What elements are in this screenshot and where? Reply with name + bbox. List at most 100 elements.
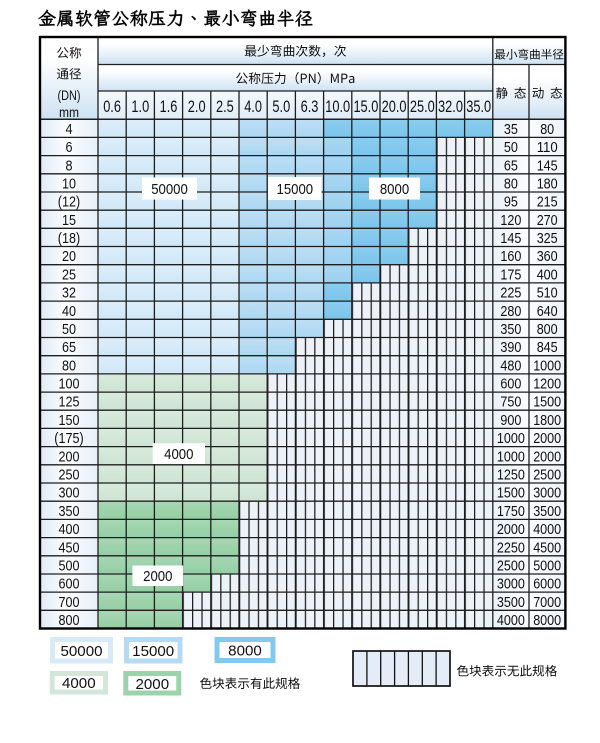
svg-text:4000: 4000 — [62, 676, 96, 692]
svg-text:1.0: 1.0 — [131, 98, 149, 116]
svg-text:120: 120 — [500, 213, 521, 229]
svg-text:2000: 2000 — [497, 522, 525, 538]
svg-text:145: 145 — [500, 231, 521, 247]
svg-text:400: 400 — [537, 267, 558, 283]
svg-text:1500: 1500 — [533, 395, 561, 411]
svg-text:35.0: 35.0 — [466, 98, 491, 116]
svg-text:80: 80 — [62, 358, 76, 374]
svg-text:20: 20 — [62, 249, 76, 265]
svg-text:1750: 1750 — [497, 504, 525, 520]
svg-text:250: 250 — [59, 468, 80, 484]
svg-text:280: 280 — [500, 304, 521, 320]
svg-text:2.0: 2.0 — [188, 98, 206, 116]
svg-text:3500: 3500 — [533, 504, 561, 520]
svg-text:3500: 3500 — [497, 595, 525, 611]
svg-text:1000: 1000 — [497, 431, 525, 447]
svg-text:(175): (175) — [54, 431, 83, 447]
svg-text:4: 4 — [66, 122, 73, 138]
svg-text:450: 450 — [59, 540, 80, 556]
svg-text:4000: 4000 — [497, 613, 525, 629]
svg-text:640: 640 — [537, 304, 558, 320]
svg-text:40: 40 — [62, 304, 76, 320]
svg-text:2000: 2000 — [143, 569, 172, 585]
svg-text:225: 225 — [500, 286, 521, 302]
svg-text:350: 350 — [500, 322, 521, 338]
svg-text:32: 32 — [62, 286, 76, 302]
svg-text:800: 800 — [59, 613, 80, 629]
svg-text:65: 65 — [62, 340, 76, 356]
svg-text:300: 300 — [59, 486, 80, 502]
svg-text:845: 845 — [537, 340, 558, 356]
svg-text:180: 180 — [537, 177, 558, 193]
svg-text:110: 110 — [537, 140, 558, 156]
svg-text:35: 35 — [504, 122, 518, 138]
svg-text:50: 50 — [62, 322, 76, 338]
svg-text:510: 510 — [537, 286, 558, 302]
svg-text:600: 600 — [59, 577, 80, 593]
svg-text:2.5: 2.5 — [216, 98, 234, 116]
svg-text:1250: 1250 — [497, 468, 525, 484]
svg-text:325: 325 — [537, 231, 558, 247]
svg-text:2000: 2000 — [136, 677, 170, 693]
svg-text:2500: 2500 — [533, 468, 561, 484]
svg-text:750: 750 — [500, 395, 521, 411]
svg-text:4000: 4000 — [533, 522, 561, 538]
svg-text:95: 95 — [504, 195, 518, 211]
svg-text:600: 600 — [500, 377, 521, 393]
svg-text:8000: 8000 — [533, 613, 561, 629]
svg-text:145: 145 — [537, 158, 558, 174]
svg-text:125: 125 — [59, 395, 80, 411]
svg-text:32.0: 32.0 — [438, 98, 463, 116]
svg-text:500: 500 — [59, 559, 80, 575]
svg-text:4000: 4000 — [164, 447, 193, 463]
svg-text:50: 50 — [504, 140, 518, 156]
svg-text:0.6: 0.6 — [103, 98, 121, 116]
svg-text:15.0: 15.0 — [353, 98, 378, 116]
svg-text:8000: 8000 — [228, 644, 262, 660]
svg-text:3000: 3000 — [533, 486, 561, 502]
svg-text:2500: 2500 — [497, 559, 525, 575]
svg-text:150: 150 — [59, 413, 80, 429]
svg-text:5.0: 5.0 — [272, 98, 290, 116]
svg-text:350: 350 — [59, 504, 80, 520]
svg-text:215: 215 — [537, 195, 558, 211]
svg-text:390: 390 — [500, 340, 521, 356]
svg-text:4500: 4500 — [533, 540, 561, 556]
svg-text:1800: 1800 — [533, 413, 561, 429]
svg-text:2250: 2250 — [497, 540, 525, 556]
svg-text:8: 8 — [66, 158, 73, 174]
svg-text:6.3: 6.3 — [301, 98, 319, 116]
svg-text:50000: 50000 — [151, 182, 188, 198]
svg-text:6000: 6000 — [533, 577, 561, 593]
svg-text:15: 15 — [62, 213, 76, 229]
svg-text:25.0: 25.0 — [410, 98, 435, 116]
svg-text:15000: 15000 — [277, 182, 314, 198]
svg-text:mm: mm — [59, 105, 79, 120]
svg-text:270: 270 — [537, 213, 558, 229]
svg-text:50000: 50000 — [61, 644, 103, 660]
svg-text:1500: 1500 — [497, 486, 525, 502]
svg-text:900: 900 — [500, 413, 521, 429]
svg-text:200: 200 — [59, 449, 80, 465]
svg-text:160: 160 — [500, 249, 521, 265]
svg-text:15000: 15000 — [132, 644, 174, 660]
svg-text:1200: 1200 — [533, 377, 561, 393]
svg-text:(18): (18) — [58, 231, 80, 247]
svg-text:1.6: 1.6 — [160, 98, 178, 116]
svg-text:700: 700 — [59, 595, 80, 611]
svg-text:65: 65 — [504, 158, 518, 174]
svg-text:400: 400 — [59, 522, 80, 538]
svg-text:480: 480 — [500, 358, 521, 374]
svg-text:(DN): (DN) — [58, 88, 81, 103]
svg-text:360: 360 — [537, 249, 558, 265]
svg-text:25: 25 — [62, 267, 76, 283]
svg-text:10: 10 — [62, 177, 76, 193]
svg-text:80: 80 — [540, 122, 554, 138]
svg-text:175: 175 — [500, 267, 521, 283]
svg-text:800: 800 — [537, 322, 558, 338]
svg-text:5000: 5000 — [533, 559, 561, 575]
svg-text:7000: 7000 — [533, 595, 561, 611]
svg-text:1000: 1000 — [497, 449, 525, 465]
svg-text:3000: 3000 — [497, 577, 525, 593]
svg-text:8000: 8000 — [380, 182, 409, 198]
